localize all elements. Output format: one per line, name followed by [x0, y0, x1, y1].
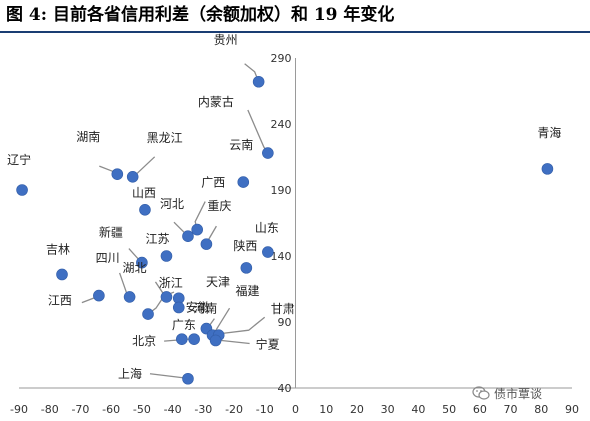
data-point: [123, 291, 136, 303]
data-point: [237, 176, 250, 188]
data-point: [142, 308, 154, 320]
data-label: 湖北: [122, 260, 146, 275]
watermark-text: 债市覃谈: [494, 386, 543, 401]
y-tick-label: 240: [271, 118, 292, 131]
y-tick-label: 140: [271, 250, 292, 263]
data-label: 天津: [206, 275, 230, 289]
data-label: 新疆: [99, 225, 123, 240]
x-tick-label: 60: [473, 403, 487, 416]
data-label: 浙江: [159, 276, 183, 290]
x-tick-label: 90: [565, 403, 579, 416]
data-label: 辽宁: [7, 152, 31, 167]
data-point: [160, 291, 173, 303]
data-label: 云南: [229, 137, 253, 152]
data-point: [209, 334, 222, 347]
figure-title: 图 4: 目前各省信用利差（余额加权）和 19 年变化: [6, 5, 395, 25]
data-point: [262, 147, 274, 159]
leader-line: [218, 316, 266, 336]
data-point: [200, 238, 213, 250]
data-point: [191, 223, 203, 236]
data-label: 北京: [132, 334, 156, 348]
data-point: [56, 268, 68, 281]
x-tick-label: 30: [381, 403, 395, 416]
data-point: [182, 372, 194, 385]
data-label: 黑龙江: [147, 131, 183, 145]
x-tick-label: -30: [194, 403, 212, 416]
data-point: [93, 289, 105, 302]
x-tick-label: -80: [41, 403, 59, 416]
x-tick-label: -60: [102, 403, 120, 416]
data-label: 广西: [201, 176, 225, 190]
data-point: [176, 333, 188, 345]
y-tick-label: 40: [278, 382, 292, 395]
x-tick-label: -70: [71, 403, 89, 416]
x-tick-label: 70: [504, 403, 518, 416]
data-label: 青海: [537, 125, 561, 140]
data-label: 河北: [160, 197, 184, 211]
data-label: 上海: [118, 366, 142, 381]
x-tick-label: 10: [319, 403, 333, 416]
data-label: 湖南: [76, 129, 100, 144]
data-point: [126, 171, 139, 183]
data-label: 山西: [132, 186, 156, 200]
data-label: 陕西: [233, 238, 257, 253]
x-tick-label: -50: [133, 403, 151, 416]
data-label: 甘肃: [271, 302, 295, 316]
data-label: 宁夏: [256, 336, 280, 351]
x-tick-label: -10: [256, 403, 274, 416]
data-label: 重庆: [207, 199, 231, 213]
y-tick-label: 90: [278, 316, 292, 329]
data-point: [139, 204, 151, 216]
x-tick-label: 40: [411, 403, 425, 416]
wechat-icon: [472, 386, 490, 400]
x-tick-label: 80: [534, 403, 548, 416]
data-label: 内蒙古: [198, 94, 234, 109]
x-tick-label: 20: [350, 403, 364, 416]
data-point: [16, 184, 28, 196]
data-label: 吉林: [46, 242, 70, 256]
data-point: [262, 246, 274, 258]
data-label: 安徽: [186, 299, 210, 314]
data-point: [172, 301, 185, 314]
data-label: 福建: [236, 283, 260, 298]
data-label: 山东: [255, 221, 279, 235]
y-tick-label: 190: [271, 184, 292, 197]
data-point: [252, 75, 265, 88]
x-tick-label: 0: [292, 403, 299, 416]
data-label: 贵州: [214, 33, 238, 47]
data-point: [160, 250, 173, 262]
data-point: [111, 168, 124, 180]
x-tick-label: -40: [164, 403, 182, 416]
title-divider: [0, 31, 590, 33]
x-tick-label: 50: [442, 403, 456, 416]
data-point: [182, 230, 194, 242]
x-tick-label: -20: [225, 403, 243, 416]
data-point: [541, 163, 554, 175]
data-point: [240, 262, 253, 274]
x-tick-label: -90: [10, 403, 28, 416]
data-label: 河南: [193, 301, 217, 316]
y-tick-label: 290: [271, 52, 292, 65]
data-point: [188, 333, 200, 345]
data-label: 四川: [96, 251, 120, 265]
data-label: 江苏: [145, 232, 169, 246]
data-point: [136, 256, 148, 269]
data-label: 广东: [172, 318, 196, 332]
watermark: 债市覃谈: [472, 383, 542, 403]
data-label: 江西: [48, 294, 72, 308]
